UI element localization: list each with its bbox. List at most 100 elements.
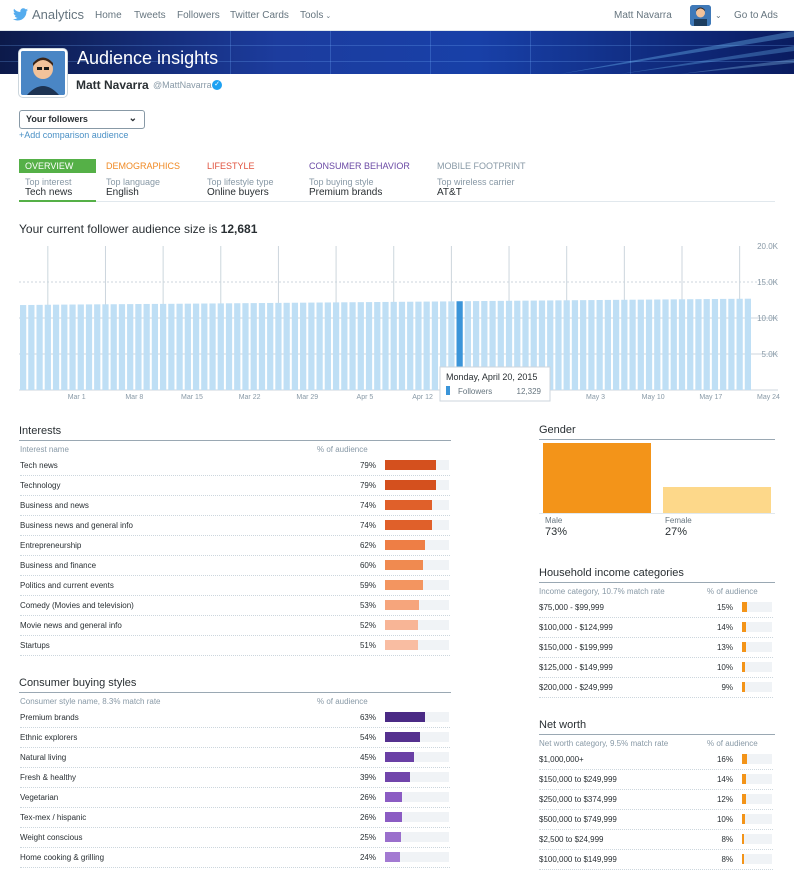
x-tick-label: May 10 xyxy=(642,394,665,401)
followers-bar xyxy=(291,302,299,390)
nav-followers[interactable]: Followers xyxy=(177,10,220,21)
row-separator xyxy=(539,789,773,790)
gender-male-label: Male xyxy=(545,516,563,525)
row-separator xyxy=(539,697,773,698)
followers-bar xyxy=(20,305,27,390)
bar-fill[interactable] xyxy=(385,520,433,530)
row-name: Entrepreneurship xyxy=(20,541,82,550)
bar-fill[interactable] xyxy=(385,460,436,470)
add-comparison-link[interactable]: +Add comparison audience xyxy=(19,130,129,140)
tab-label: MOBILE FOOTPRINT xyxy=(437,161,526,171)
followers-bar xyxy=(357,302,364,390)
audience-select[interactable]: Your followers ⌄ xyxy=(19,110,145,129)
row-pct: 39% xyxy=(359,773,376,782)
row-separator xyxy=(20,495,450,496)
bar-fill[interactable] xyxy=(742,814,745,824)
row-name: $150,000 - $199,999 xyxy=(539,643,613,652)
user-avatar[interactable] xyxy=(690,5,711,26)
tooltip-value: 12,329 xyxy=(517,387,542,396)
row-separator xyxy=(539,657,773,658)
user-menu-name[interactable]: Matt Navarra xyxy=(614,10,672,21)
section-rule xyxy=(19,692,451,693)
chevron-down-icon[interactable]: ⌄ xyxy=(715,11,722,20)
row-separator xyxy=(20,575,450,576)
bar-track xyxy=(742,754,772,764)
bar-fill[interactable] xyxy=(385,560,424,570)
row-separator xyxy=(20,847,450,848)
tab-demographics[interactable]: DEMOGRAPHICS Top language English xyxy=(100,159,200,202)
bar-fill[interactable] xyxy=(385,620,419,630)
bar-track xyxy=(742,642,772,652)
bar-fill[interactable] xyxy=(385,640,418,650)
go-to-ads-link[interactable]: Go to Ads xyxy=(734,10,778,21)
followers-bar xyxy=(118,304,126,390)
tab-label: LIFESTYLE xyxy=(207,161,255,171)
section-rule xyxy=(539,439,775,440)
nav-tweets[interactable]: Tweets xyxy=(134,10,166,21)
bar-fill[interactable] xyxy=(385,812,402,822)
followers-bar xyxy=(563,300,570,390)
tab-consumer-behavior[interactable]: CONSUMER BEHAVIOR Top buying style Premi… xyxy=(303,159,428,202)
followers-bar xyxy=(489,300,496,390)
bar-fill[interactable] xyxy=(742,834,745,844)
bar-fill[interactable] xyxy=(385,540,425,550)
followers-bar xyxy=(44,304,51,390)
bar-fill[interactable] xyxy=(385,712,426,722)
bar-fill[interactable] xyxy=(742,622,747,632)
tab-mobile-footprint[interactable]: MOBILE FOOTPRINT Top wireless carrier AT… xyxy=(431,159,556,202)
followers-bar xyxy=(143,303,150,390)
tab-lifestyle[interactable]: LIFESTYLE Top lifestyle type Online buye… xyxy=(201,159,301,202)
bar-fill[interactable] xyxy=(385,580,423,590)
row-separator xyxy=(20,635,450,636)
bar-fill[interactable] xyxy=(385,480,436,490)
row-pct: 14% xyxy=(716,623,733,632)
row-pct: 25% xyxy=(359,833,376,842)
bar-fill[interactable] xyxy=(742,754,747,764)
row-separator xyxy=(539,869,773,870)
bar-fill[interactable] xyxy=(385,792,402,802)
bar-fill[interactable] xyxy=(742,602,747,612)
row-pct: 12% xyxy=(716,795,733,804)
brand[interactable]: Analytics xyxy=(13,7,84,22)
bar-fill[interactable] xyxy=(742,642,746,652)
nav-home[interactable]: Home xyxy=(95,10,122,21)
bar-track xyxy=(742,854,772,864)
followers-bar xyxy=(209,303,216,390)
bar-fill[interactable] xyxy=(385,600,419,610)
gender-female-bar[interactable] xyxy=(663,487,771,513)
followers-bar xyxy=(201,303,208,390)
row-pct: 10% xyxy=(716,663,733,672)
bar-fill[interactable] xyxy=(385,500,433,510)
row-separator xyxy=(539,677,773,678)
row-pct: 13% xyxy=(716,643,733,652)
gender-male-bar[interactable] xyxy=(543,443,651,513)
nav-tools[interactable]: Tools ⌄ xyxy=(300,10,331,21)
bar-fill[interactable] xyxy=(742,682,745,692)
bar-fill[interactable] xyxy=(742,794,746,804)
nav-twitter-cards[interactable]: Twitter Cards xyxy=(230,10,289,21)
followers-bar xyxy=(382,301,389,390)
bar-fill[interactable] xyxy=(385,752,414,762)
bar-fill[interactable] xyxy=(385,772,410,782)
followers-bar xyxy=(225,303,233,390)
bar-fill[interactable] xyxy=(742,774,747,784)
bar-fill[interactable] xyxy=(742,854,745,864)
tab-overview[interactable]: OVERVIEW Top interest Tech news xyxy=(19,159,96,202)
buying-styles-col-pct: % of audience xyxy=(317,697,368,706)
followers-bar xyxy=(234,303,241,390)
x-tick-label: May 24 xyxy=(757,394,780,401)
bar-fill[interactable] xyxy=(385,732,420,742)
bar-fill[interactable] xyxy=(385,832,401,842)
followers-bar xyxy=(127,304,134,390)
row-separator xyxy=(20,827,450,828)
tab-sub: Top buying style xyxy=(309,177,374,187)
light-rays-decoration xyxy=(560,31,794,74)
followers-chart[interactable]: 20.0K 15.0K 10.0K 5.0K Mar 1 Mar 8 Mar 15 Mar 2… xyxy=(0,238,794,408)
row-name: Movie news and general info xyxy=(20,621,122,630)
followers-bar xyxy=(324,302,331,390)
row-pct: 10% xyxy=(716,815,733,824)
followers-bar xyxy=(645,299,653,390)
bar-fill[interactable] xyxy=(742,662,745,672)
bar-fill[interactable] xyxy=(385,852,401,862)
followers-bar xyxy=(176,303,183,390)
